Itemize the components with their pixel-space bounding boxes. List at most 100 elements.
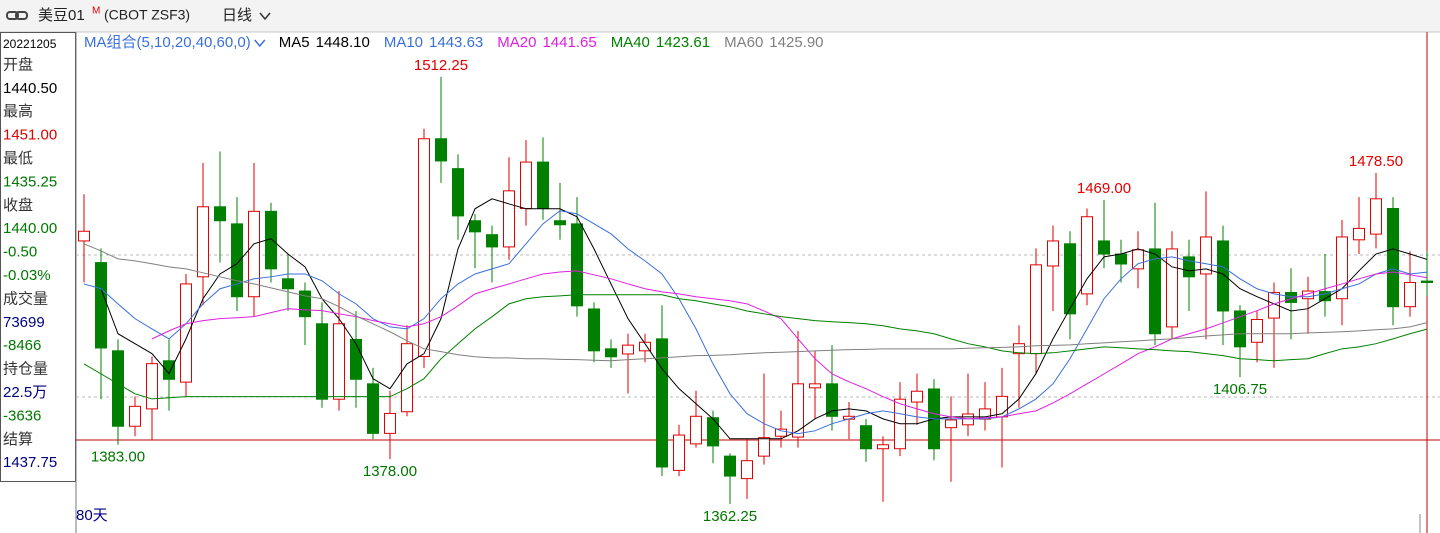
candle-body — [860, 425, 872, 450]
extreme-label: 1469.00 — [1077, 180, 1131, 197]
candle-body — [571, 223, 583, 307]
candle-body — [299, 290, 311, 318]
candle-body — [945, 419, 957, 429]
candle-body — [673, 434, 685, 471]
candle-body — [486, 234, 498, 248]
legend-name: MA5 — [279, 34, 310, 51]
candle-body — [1268, 291, 1280, 319]
candle-body — [1081, 216, 1093, 295]
candle-body — [1183, 256, 1195, 278]
candle-body — [197, 206, 209, 278]
candle-body — [350, 338, 362, 380]
candle-body — [775, 428, 787, 437]
candle-body — [469, 220, 481, 233]
extreme-label: 1512.25 — [414, 57, 468, 74]
candle-body — [962, 413, 974, 426]
info-text: -0.03% — [3, 267, 51, 284]
info-text: 最低 — [3, 150, 33, 167]
info-text: 开盘 — [3, 55, 33, 73]
candle-body — [282, 278, 294, 290]
candle-body — [248, 210, 260, 298]
extreme-label: 1362.25 — [703, 508, 757, 525]
ma-line — [151, 270, 1428, 420]
extreme-label: 1378.00 — [363, 463, 417, 480]
candle-body — [1387, 207, 1399, 308]
candle-body — [231, 223, 243, 298]
candle-body — [316, 323, 328, 400]
info-text: 持仓量 — [3, 361, 48, 378]
candle-body — [554, 220, 566, 226]
period-selector[interactable]: 日线 — [222, 7, 252, 24]
legend-value: 1423.61 — [656, 34, 710, 51]
period-chevron[interactable] — [259, 12, 271, 21]
candle-body — [537, 161, 549, 209]
info-text: -0.50 — [3, 244, 37, 261]
legend-title[interactable]: MA组合(5,10,20,40,60,0) — [84, 34, 251, 51]
candle-body — [333, 323, 345, 400]
candle-body — [809, 383, 821, 389]
candle-body — [1030, 264, 1042, 355]
extreme-label: 1406.75 — [1213, 381, 1267, 398]
candle-body — [401, 343, 413, 413]
candle-body — [1149, 248, 1161, 335]
info-text: 结算 — [3, 430, 33, 448]
candle-body — [1217, 240, 1229, 312]
legend-value: 1425.90 — [769, 34, 823, 51]
info-text: 73699 — [3, 314, 45, 331]
legend-name: MA10 — [384, 34, 423, 51]
info-text: -8466 — [3, 337, 41, 354]
candle-body — [707, 417, 719, 447]
candle-body — [129, 405, 141, 427]
candle-body — [146, 363, 158, 410]
period-count: 80天 — [76, 507, 108, 524]
candle-body — [690, 415, 702, 445]
candle-body — [1370, 198, 1382, 235]
candle-body — [1013, 343, 1025, 355]
candle-body — [792, 383, 804, 438]
candle-body — [1302, 290, 1314, 300]
instrument-badge: M — [92, 6, 100, 17]
legend-chevron[interactable] — [254, 39, 266, 48]
info-text: -3636 — [3, 407, 41, 424]
extreme-label: 1478.50 — [1349, 153, 1403, 170]
candle-body — [1047, 240, 1059, 267]
toolbar — [0, 0, 1440, 32]
candle-body — [826, 383, 838, 417]
legend-value: 1443.63 — [429, 34, 483, 51]
candle-body — [214, 206, 226, 222]
candle-body — [1336, 236, 1348, 300]
info-text: 1440.00 — [3, 220, 57, 237]
candle-body — [367, 383, 379, 434]
candle-body — [1200, 236, 1212, 275]
candle-body — [588, 308, 600, 352]
candle-body — [78, 230, 90, 242]
info-text: 1451.00 — [3, 127, 57, 144]
candle-body — [1421, 280, 1433, 283]
candle-body — [95, 262, 107, 349]
candle-body — [605, 348, 617, 358]
candle-body — [503, 190, 515, 248]
candle-body — [877, 444, 889, 450]
info-text: 1440.50 — [3, 80, 57, 97]
extreme-label: 1383.00 — [91, 449, 145, 466]
candle-body — [1132, 249, 1144, 270]
legend-value: 1441.65 — [542, 34, 596, 51]
candle-body — [520, 161, 532, 209]
candle-body — [163, 360, 175, 380]
candle-body — [622, 344, 634, 355]
candle-body — [112, 350, 124, 427]
legend-name: MA60 — [724, 34, 763, 51]
candle-body — [1064, 243, 1076, 315]
legend-name: MA20 — [497, 34, 536, 51]
candle-body — [1251, 319, 1263, 343]
info-text: 收盘 — [3, 196, 33, 214]
candle-body — [724, 455, 736, 477]
candle-body — [1115, 253, 1127, 265]
candle-body — [741, 460, 753, 480]
legend-value: 1448.10 — [316, 34, 370, 51]
ma-line — [83, 243, 1428, 362]
candle-body — [656, 338, 668, 468]
info-text: 1437.75 — [3, 454, 57, 471]
